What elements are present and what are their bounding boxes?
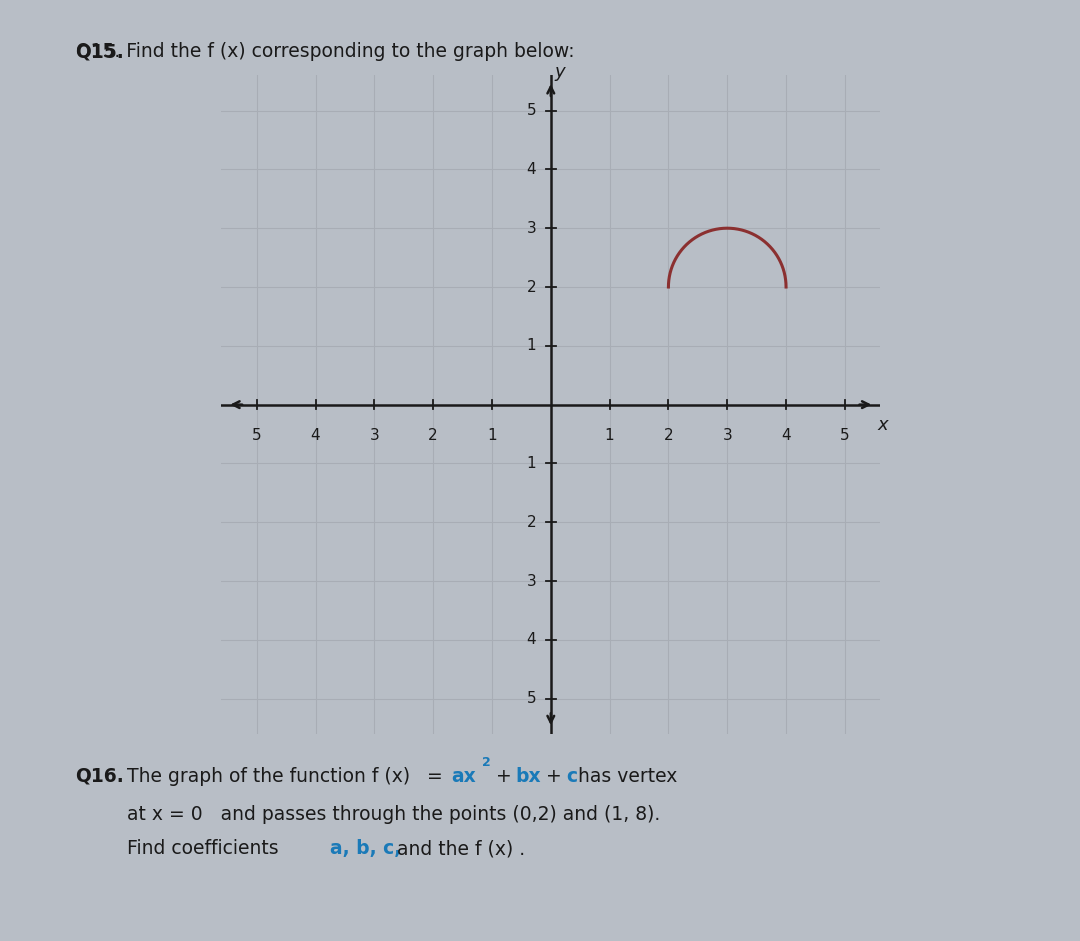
Text: The graph of the function f (x): The graph of the function f (x) bbox=[127, 767, 410, 786]
Text: a, b, c,: a, b, c, bbox=[330, 839, 402, 858]
Text: +: + bbox=[540, 767, 568, 786]
Text: 4: 4 bbox=[526, 632, 536, 647]
Text: 1: 1 bbox=[526, 456, 536, 470]
Text: Q15.: Q15. bbox=[76, 42, 124, 61]
Text: 2: 2 bbox=[482, 756, 490, 769]
Text: 1: 1 bbox=[605, 428, 615, 443]
Text: Find coefficients: Find coefficients bbox=[127, 839, 285, 858]
Text: =: = bbox=[427, 767, 443, 786]
Text: x: x bbox=[877, 416, 888, 434]
Text: 3: 3 bbox=[526, 221, 536, 235]
Text: Q15. Find the f (x) corresponding to the graph below:: Q15. Find the f (x) corresponding to the… bbox=[76, 42, 575, 61]
Text: 5: 5 bbox=[526, 104, 536, 118]
Text: has vertex: has vertex bbox=[578, 767, 677, 786]
Text: 4: 4 bbox=[311, 428, 321, 443]
Text: 2: 2 bbox=[526, 515, 536, 530]
Text: y: y bbox=[554, 63, 565, 81]
Text: c: c bbox=[566, 767, 577, 786]
Text: 2: 2 bbox=[429, 428, 438, 443]
Text: and the f (x) .: and the f (x) . bbox=[391, 839, 525, 858]
Text: 5: 5 bbox=[252, 428, 261, 443]
Text: +: + bbox=[490, 767, 518, 786]
Text: 5: 5 bbox=[840, 428, 850, 443]
Text: bx: bx bbox=[515, 767, 541, 786]
Text: 1: 1 bbox=[526, 339, 536, 353]
Text: 2: 2 bbox=[663, 428, 673, 443]
Text: 4: 4 bbox=[781, 428, 791, 443]
Text: 3: 3 bbox=[369, 428, 379, 443]
Text: Q16.: Q16. bbox=[76, 767, 124, 786]
Text: 1: 1 bbox=[487, 428, 497, 443]
Text: 2: 2 bbox=[526, 279, 536, 295]
Text: 4: 4 bbox=[526, 162, 536, 177]
Text: ax: ax bbox=[451, 767, 476, 786]
Text: 5: 5 bbox=[526, 692, 536, 706]
Text: 3: 3 bbox=[526, 574, 536, 588]
Text: 3: 3 bbox=[723, 428, 732, 443]
Text: at x = 0   and passes through the points (0,2) and (1, 8).: at x = 0 and passes through the points (… bbox=[127, 805, 661, 823]
